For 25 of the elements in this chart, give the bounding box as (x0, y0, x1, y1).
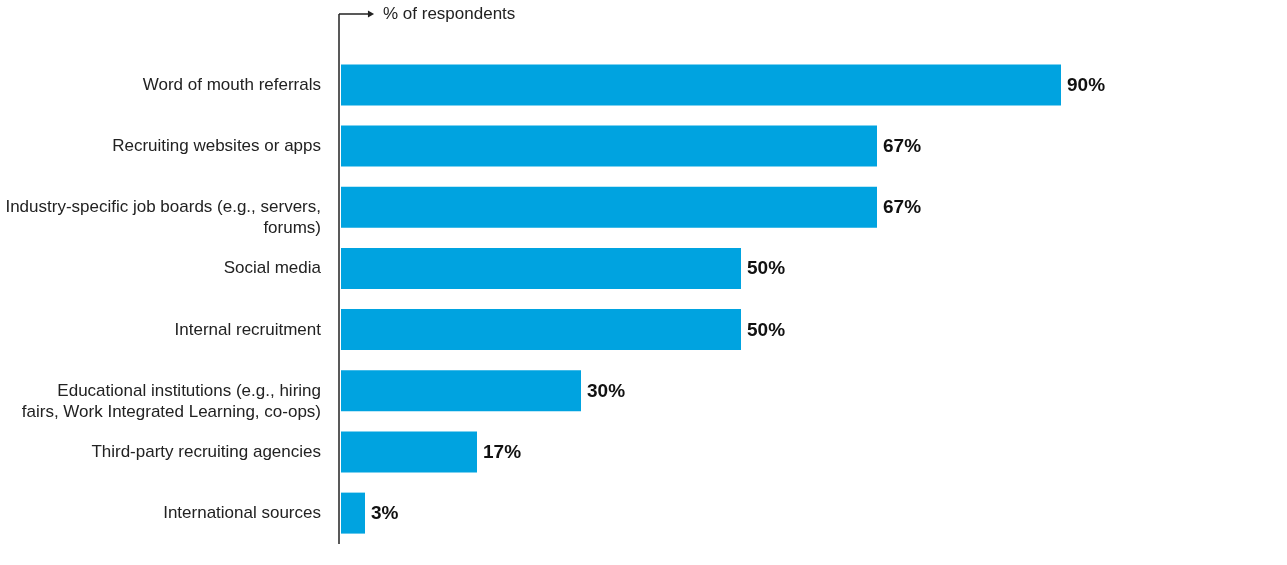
x-axis-title: % of respondents (383, 4, 516, 23)
y-tick-label: Third-party recruiting agencies (91, 441, 321, 461)
bar (341, 247, 741, 289)
y-tick-label: Word of mouth referrals (142, 74, 321, 94)
bar (341, 492, 365, 534)
bar (341, 186, 877, 228)
y-tick-label: Social media (223, 258, 322, 278)
y-tick-label: International sources (163, 503, 321, 523)
data-label: 90% (1067, 73, 1106, 95)
bar (341, 431, 477, 473)
bar (341, 370, 581, 412)
y-tick-label: Internal recruitment (174, 319, 322, 339)
y-tick-label: Recruiting websites or apps (112, 136, 321, 156)
bar (341, 309, 741, 351)
data-label: 67% (883, 196, 922, 218)
data-label: 50% (747, 257, 786, 279)
data-label: 50% (747, 318, 786, 340)
bar (341, 64, 1061, 106)
y-tick-label: Industry-specific job boards (e.g., servers, forums) (5, 197, 321, 238)
bar (341, 125, 877, 167)
data-label: 30% (587, 379, 626, 401)
data-label: 17% (483, 440, 522, 462)
data-label: 3% (371, 502, 399, 524)
y-tick-label: Educational institutions (e.g., hiring fairs, Work Integrated Learning, co-ops) (21, 380, 321, 421)
data-label: 67% (883, 135, 922, 157)
